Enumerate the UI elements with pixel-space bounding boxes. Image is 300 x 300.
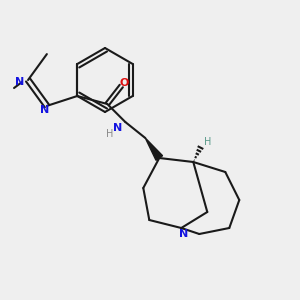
Text: N: N [15, 77, 25, 87]
Polygon shape [145, 138, 163, 160]
Text: N: N [40, 105, 50, 115]
Text: O: O [120, 78, 129, 88]
Text: N: N [179, 229, 188, 239]
Text: H: H [204, 137, 211, 147]
Text: N: N [113, 123, 122, 133]
Text: H: H [106, 129, 113, 139]
